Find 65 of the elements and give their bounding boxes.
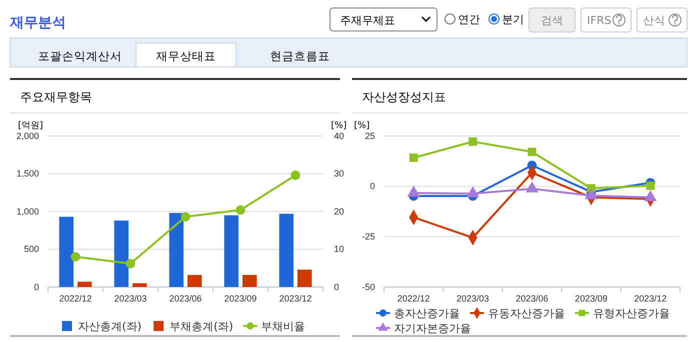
bar: [279, 214, 294, 287]
legend-label: 부채총계(좌): [170, 320, 234, 333]
y-tick-label: 500: [24, 244, 39, 254]
text: 검색: [541, 14, 563, 27]
x-tick-label: 2023/09: [224, 293, 257, 304]
x-tick-label: 2023/06: [169, 293, 202, 304]
legend-label: 유동자산증가율: [488, 307, 565, 320]
y2-tick-label: 20: [334, 206, 344, 216]
point: [528, 148, 536, 156]
legend-label: 자산총계(좌): [78, 320, 142, 333]
x-tick-label: 2022/12: [59, 293, 92, 304]
point: [236, 205, 246, 215]
bar: [78, 282, 92, 287]
legend-label: 자기자본증가율: [394, 322, 471, 335]
point: [646, 182, 655, 190]
y-axis-title: [억원]: [18, 121, 44, 131]
y-tick-label: -50: [362, 282, 375, 292]
bar: [242, 274, 257, 287]
chart-title: 주요재무항목: [20, 90, 92, 104]
x-tick-label: 2023/06: [516, 293, 548, 304]
y-tick-label: 1,000: [16, 206, 39, 216]
y-tick-label: 0: [370, 181, 375, 192]
bar: [132, 283, 147, 287]
bar: [114, 220, 128, 287]
text: IFRS: [587, 14, 612, 27]
y2-axis-title: [%]: [331, 121, 347, 131]
x-tick-label: 2022/12: [397, 293, 430, 304]
text: 재무상태표: [156, 49, 216, 63]
x-tick-label: 2023/09: [574, 293, 608, 304]
y-axis-title: [%]: [354, 121, 370, 131]
point: [409, 154, 418, 162]
legend-label: 부채비율: [261, 320, 306, 333]
text: 연간: [458, 13, 480, 26]
y-tick-label: -25: [362, 232, 375, 242]
point: [70, 252, 80, 262]
x-tick-label: 2023/12: [279, 293, 312, 304]
text: 현금흐름표: [270, 49, 330, 63]
y2-tick-label: 10: [334, 244, 344, 254]
point: [126, 258, 136, 268]
x-tick-label: 2023/12: [634, 293, 667, 304]
y-tick-label: 2,000: [16, 130, 39, 141]
y2-tick-label: 30: [334, 168, 344, 179]
text: 분기: [502, 13, 524, 26]
text: 산식: [643, 14, 665, 27]
bar: [298, 270, 312, 287]
x-tick-label: 2023/03: [114, 293, 147, 304]
text: 주재무제표: [340, 14, 395, 27]
y2-tick-label: 0: [334, 282, 340, 292]
bar: [59, 216, 74, 287]
text: 재무분석: [9, 15, 66, 31]
bar: [169, 213, 184, 287]
y-tick-label: 0: [34, 282, 39, 292]
y-tick-label: 1,500: [16, 168, 39, 179]
point: [290, 170, 300, 180]
chart-title: 자산성장성지표: [362, 90, 446, 104]
bar: [224, 215, 238, 287]
text: 포괄손익계산서: [38, 49, 122, 63]
legend-label: 총자산증가율: [394, 307, 460, 320]
point: [180, 212, 190, 222]
x-tick-label: 2023/03: [456, 293, 490, 304]
bar: [188, 274, 202, 287]
y2-tick-label: 40: [334, 130, 344, 141]
y-tick-label: 25: [364, 130, 375, 141]
point: [468, 137, 477, 146]
legend-label: 유형자산증가율: [593, 307, 670, 320]
